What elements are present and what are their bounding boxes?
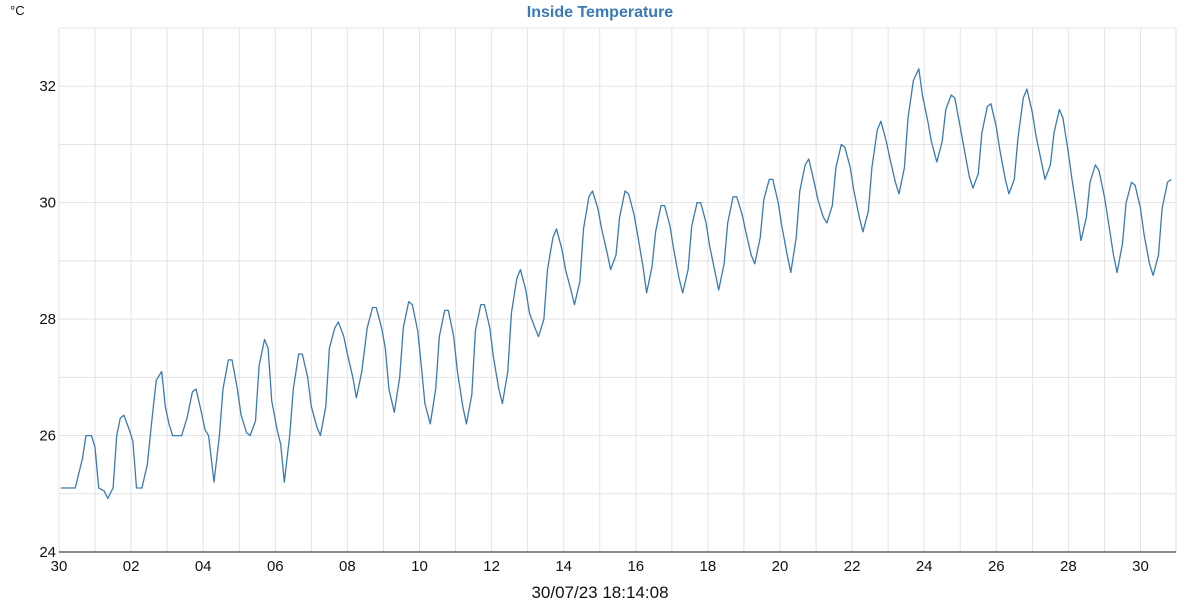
x-tick-label: 20 (772, 558, 789, 575)
x-tick-label: 06 (267, 558, 284, 575)
y-tick-label: 30 (39, 195, 56, 212)
x-tick-label: 26 (988, 558, 1005, 575)
x-tick-label: 28 (1060, 558, 1077, 575)
x-tick-label: 18 (700, 558, 717, 575)
x-tick-label: 02 (123, 558, 140, 575)
grid (58, 27, 1177, 553)
x-tick-label: 24 (916, 558, 933, 575)
timestamp-label: 30/07/23 18:14:08 (531, 583, 668, 600)
tick-labels: 30 02 04 06 08 10 12 14 16 18 20 22 24 26 28 3024262830… (39, 78, 1149, 575)
series-layer (60, 68, 1172, 500)
y-tick-label: 32 (39, 78, 56, 95)
x-tick-label: 12 (483, 558, 500, 575)
x-tick-label: 10 (411, 558, 428, 575)
x-tick-label: 30 (51, 558, 68, 575)
y-tick-label: 26 (39, 428, 56, 445)
x-tick-label: 22 (844, 558, 861, 575)
x-tick-label: 04 (195, 558, 212, 575)
temperature-series-line (60, 68, 1172, 500)
x-tick-label: 08 (339, 558, 356, 575)
unit-label: °C (10, 3, 25, 18)
chart-title: Inside Temperature (527, 4, 674, 21)
x-tick-label: 30 (1132, 558, 1149, 575)
x-tick-label: 16 (627, 558, 644, 575)
y-tick-label: 24 (39, 544, 56, 561)
x-tick-label: 14 (555, 558, 572, 575)
y-tick-label: 28 (39, 311, 56, 328)
